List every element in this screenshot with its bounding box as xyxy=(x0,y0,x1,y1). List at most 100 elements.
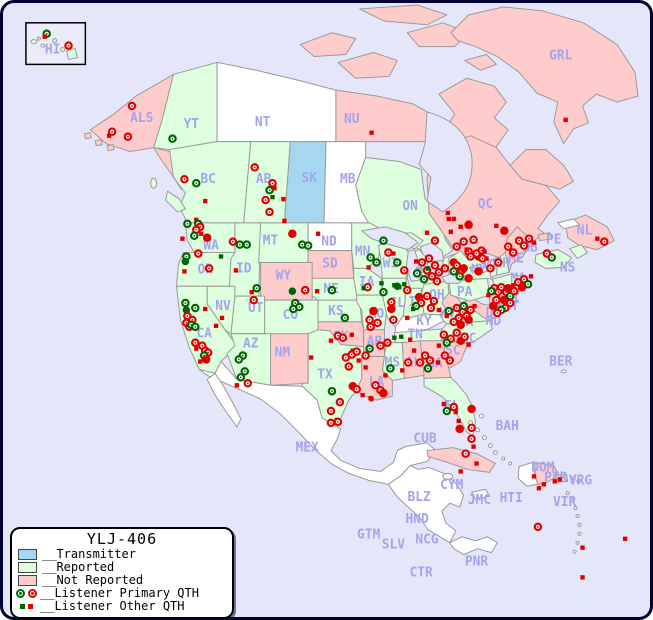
region-label-ber: BER xyxy=(549,354,572,369)
marker-listener-primary-red xyxy=(399,266,409,275)
marker-listener-other-red xyxy=(436,307,442,313)
region-label-dom: DOM xyxy=(531,460,554,475)
marker-listener-other-red xyxy=(486,292,491,298)
marker-listener-primary-red xyxy=(422,291,432,301)
legend-item-reported: __Reported xyxy=(18,561,226,574)
region-label-sd: SD xyxy=(322,256,338,271)
marker-listener-primary-green-filled xyxy=(288,287,297,295)
region-label-ncg: NCG xyxy=(415,533,438,548)
marker-listener-primary-red xyxy=(265,207,274,217)
green-ring-icon xyxy=(16,589,25,598)
marker-listener-other-green xyxy=(379,281,384,286)
marker-listener-primary-red-filled xyxy=(464,274,473,283)
region-label-gtm: GTM xyxy=(357,528,380,543)
legend-item-label: __Not Reported xyxy=(42,573,144,587)
marker-listener-primary-red xyxy=(460,332,469,341)
island xyxy=(359,4,448,26)
island-hawaii xyxy=(36,36,41,41)
marker-listener-other-red xyxy=(563,117,568,123)
marker-listener-other-red xyxy=(464,247,469,252)
marker-listener-primary-red xyxy=(204,264,214,273)
region-label-vir: VIR xyxy=(553,495,576,510)
marker-listener-primary-green xyxy=(366,253,375,262)
marker-listener-other-red xyxy=(383,373,388,378)
marker-listener-primary-green xyxy=(379,236,388,245)
marker-listener-other-red xyxy=(494,223,499,229)
marker-listener-primary-red xyxy=(432,277,442,286)
marker-listener-primary-red xyxy=(533,522,543,532)
island-antilles xyxy=(577,522,582,527)
marker-listener-primary-red xyxy=(389,315,398,325)
region-label-ca: CA xyxy=(196,327,212,342)
region-label-nv: NV xyxy=(215,299,231,314)
marker-listener-primary-red xyxy=(509,286,519,296)
marker-listener-primary-red xyxy=(519,241,529,250)
marker-listener-primary-red xyxy=(493,308,502,318)
marker-listener-primary-red xyxy=(228,237,238,246)
marker-listener-primary-red xyxy=(352,384,361,394)
small-islands-layer xyxy=(150,177,582,554)
region-label-nd: ND xyxy=(321,235,337,250)
marker-listener-primary-red xyxy=(429,296,439,306)
marker-listener-primary-green xyxy=(379,287,388,297)
marker-listener-other-red xyxy=(411,348,417,353)
marker-listener-primary-red-filled xyxy=(500,226,509,236)
marker-listener-other-green xyxy=(425,266,431,271)
island-virgin xyxy=(571,476,576,481)
island-vancouver xyxy=(165,190,186,213)
marker-listener-other-red xyxy=(552,479,557,484)
island-turks xyxy=(501,456,506,461)
region-label-wa: WA xyxy=(203,239,219,254)
region-panama xyxy=(449,536,498,556)
region-label-mex: MEX xyxy=(296,441,319,456)
island-turks xyxy=(508,461,513,466)
island xyxy=(83,132,92,140)
marker-listener-primary-red xyxy=(344,362,354,371)
marker-listener-primary-red xyxy=(376,341,385,350)
region-label-ks: KS xyxy=(328,304,343,319)
region-label-grl: GRL xyxy=(549,48,572,63)
marker-listener-other-red xyxy=(198,359,203,364)
marker-listener-primary-red xyxy=(107,127,117,137)
marker-listener-primary-red xyxy=(268,178,277,188)
region-label-hi: HI xyxy=(45,43,60,58)
marker-listener-other-red xyxy=(622,536,628,541)
island xyxy=(106,144,115,152)
region-pe xyxy=(537,232,553,242)
island-antilles xyxy=(575,514,580,518)
marker-listener-primary-red xyxy=(250,163,259,172)
marker-listener-primary-red xyxy=(420,351,430,360)
island-hawaii xyxy=(40,43,46,48)
marker-listener-other-red xyxy=(541,482,547,487)
island-bahama xyxy=(475,427,480,433)
island-antilles xyxy=(569,498,574,503)
marker-listener-primary-red xyxy=(417,258,427,267)
marker-listener-primary-red xyxy=(300,285,310,295)
region-label-ptr: PTR xyxy=(544,470,567,485)
marker-listener-primary-green xyxy=(386,364,395,373)
marker-listener-primary-green xyxy=(252,283,261,293)
region-label-mt: MT xyxy=(263,234,279,249)
marker-listener-primary-red xyxy=(430,236,440,245)
marker-listener-primary-red xyxy=(365,315,374,325)
region-nt xyxy=(216,61,337,143)
region-label-wy: WY xyxy=(276,268,292,283)
region-label-nt: NT xyxy=(255,115,271,130)
marker-listener-other-red xyxy=(482,249,487,254)
marker-listener-other-red xyxy=(405,315,410,321)
marker-listener-primary-red xyxy=(127,101,137,111)
marker-listener-other-red xyxy=(510,283,516,288)
marker-listener-other-green xyxy=(392,335,397,340)
region-label-yt: YT xyxy=(184,117,200,132)
marker-listener-primary-red xyxy=(424,254,434,263)
marker-listener-primary-red-filled xyxy=(201,355,211,364)
marker-listener-primary-red-filled xyxy=(288,229,297,239)
island xyxy=(337,52,398,79)
marker-listener-other-red xyxy=(213,323,219,329)
marker-listener-other-red xyxy=(391,251,396,256)
marker-listener-primary-red xyxy=(497,282,506,292)
marker-listener-primary-red xyxy=(361,351,370,360)
marker-listener-other-green xyxy=(402,282,407,287)
marker-listener-other-red xyxy=(580,545,585,550)
